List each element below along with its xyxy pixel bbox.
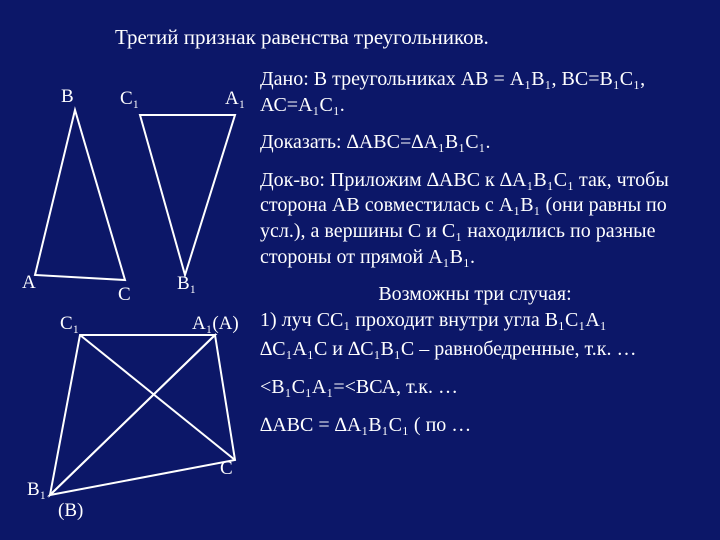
given-text: Дано: В треугольниках АВ = А₁В₁, ВС=В₁С₁…: [260, 67, 710, 118]
label-c1: С₁: [120, 88, 139, 110]
proof-text-body: Док-во: Приложим ∆АВС к ∆А₁В₁С₁ так, что…: [260, 168, 710, 270]
angles-text: <В₁С₁А₁=<ВСА, т.к. …: [260, 375, 710, 401]
prove-text: Доказать: ∆АВС=∆А₁В₁С₁.: [260, 130, 710, 156]
proof-text: Дано: В треугольниках АВ = А₁В₁, ВС=В₁С₁…: [260, 67, 710, 450]
page-title: Третий признак равенства треугольников.: [115, 25, 489, 50]
diagrams: А В С С₁ А₁ В₁ С₁ А₁(А) С В₁ (В): [0, 60, 260, 530]
conclusion-text: ∆АВС = ∆А₁В₁С₁ ( по …: [260, 413, 710, 439]
label2-c1: С₁: [60, 313, 79, 335]
label-b: В: [61, 86, 74, 108]
label-c: С: [118, 284, 131, 306]
isosceles-text: ∆С₁А₁С и ∆С₁В₁С – равнобедренные, т.к. …: [260, 337, 710, 363]
case-heading-text: Возможны три случая:: [280, 282, 670, 308]
label2-a1a: А₁(А): [192, 313, 239, 335]
label2-b: (В): [58, 500, 83, 522]
cases: Возможны три случая: 1) луч СС₁ проходит…: [260, 282, 710, 333]
label-b1: В₁: [177, 273, 196, 295]
case1-text: 1) луч СС₁ проходит внутри угла В₁С₁А₁: [260, 309, 607, 331]
label-a: А: [22, 272, 36, 294]
overlap-triangles-svg: [40, 325, 250, 515]
triangle-abc-svg: [30, 105, 140, 285]
triangle-a1b1c1-svg: [135, 110, 245, 285]
label-a1: А₁: [225, 88, 245, 110]
label2-b1: В₁: [27, 479, 46, 501]
label2-c: С: [220, 458, 233, 480]
